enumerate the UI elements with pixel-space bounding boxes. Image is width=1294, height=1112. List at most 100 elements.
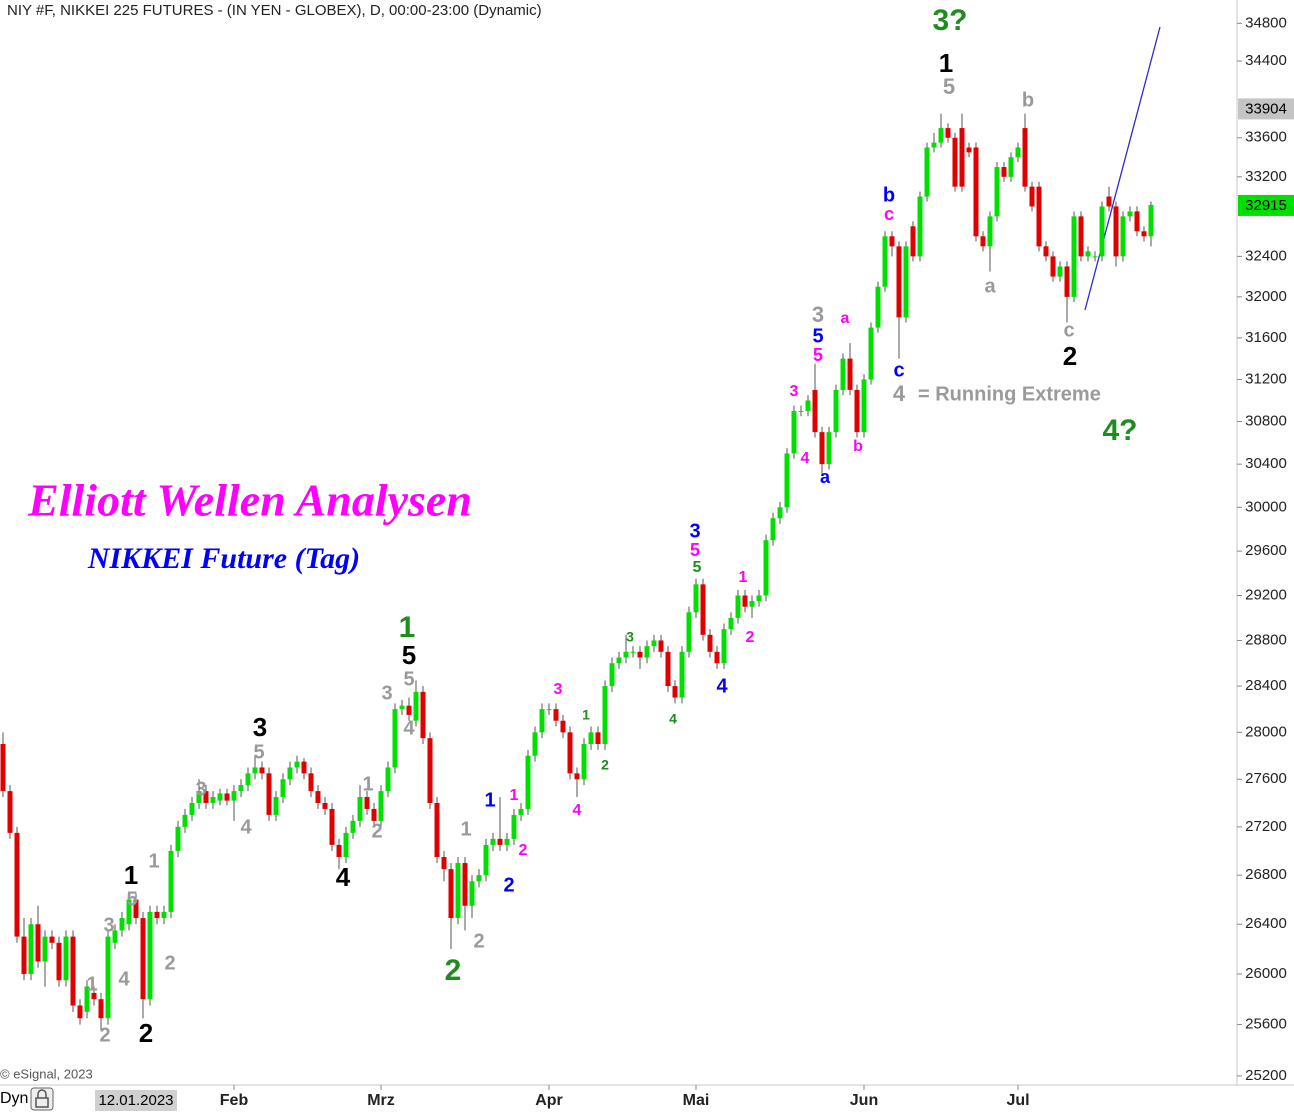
y-tick-label: 27600 — [1245, 770, 1287, 787]
wave-label: a — [820, 467, 831, 487]
candle-body — [287, 767, 293, 780]
candle-body — [679, 651, 685, 698]
candle-body — [175, 826, 181, 851]
wave-label: 4 — [336, 862, 351, 892]
candle-body — [420, 691, 426, 739]
candle-body — [707, 634, 713, 652]
x-tick-label: Jul — [1006, 1092, 1029, 1109]
candle-body — [119, 918, 125, 931]
y-tick-label: 26400 — [1245, 915, 1287, 932]
y-tick-label: 30400 — [1245, 455, 1287, 472]
cursor-date-box — [95, 1090, 177, 1111]
high-marker-box — [1238, 98, 1294, 120]
candle-body — [434, 802, 440, 857]
y-tick-label: 33600 — [1245, 129, 1287, 146]
candle-body — [343, 832, 349, 857]
candle-body — [1134, 211, 1140, 232]
candle-body — [945, 128, 951, 138]
candle-body — [686, 612, 692, 652]
candle-body — [77, 1005, 83, 1019]
wave-label: a — [984, 275, 996, 297]
candle-body — [651, 640, 657, 647]
candle-body — [1022, 128, 1028, 187]
candle-body — [238, 785, 244, 792]
wave-label: 1 — [484, 789, 495, 811]
candle-body — [777, 507, 783, 519]
wave-label: 2 — [1063, 341, 1077, 371]
candle-body — [105, 936, 111, 1019]
candle-body — [196, 791, 202, 803]
wave-label: b — [883, 184, 895, 206]
cursor-date: 12.01.2023 — [98, 1092, 173, 1109]
y-tick-label: 31600 — [1245, 329, 1287, 346]
candle-body — [1015, 147, 1021, 158]
wave-label: 1 — [362, 773, 373, 795]
candle-body — [63, 936, 69, 981]
candle-body — [1127, 211, 1133, 217]
candle-body — [14, 832, 20, 937]
copyright: © eSignal, 2023 — [0, 1066, 93, 1081]
candle-body — [637, 651, 643, 658]
candle-body — [364, 797, 370, 809]
candle-body — [1106, 196, 1112, 207]
candle-body — [7, 791, 13, 833]
candle-body — [1064, 266, 1070, 297]
wave-label: 5 — [690, 540, 700, 560]
wave-label: 1 — [939, 48, 953, 78]
wave-label: b — [1022, 89, 1034, 111]
chart-title: NIY #F, NIKKEI 225 FUTURES - (IN YEN - G… — [7, 2, 542, 19]
trend-line — [1084, 26, 1161, 311]
wave-label: 2 — [371, 820, 382, 842]
y-tick-label: 32000 — [1245, 288, 1287, 305]
candle-body — [378, 791, 384, 821]
candle-body — [805, 400, 811, 411]
candle-body — [189, 802, 195, 815]
candle-body — [882, 236, 888, 287]
candle-body — [217, 793, 223, 801]
candle-body — [490, 838, 496, 845]
candle-body — [749, 601, 755, 607]
lock-icon[interactable] — [30, 1087, 54, 1111]
candle-body — [1113, 206, 1119, 257]
wave-label: 4 — [893, 381, 906, 406]
candle-body — [357, 797, 363, 821]
wave-label: = Running Extreme — [918, 383, 1101, 405]
candle-body — [406, 705, 412, 715]
high-marker: 33904 — [1245, 100, 1287, 117]
y-tick-label: 28400 — [1245, 677, 1287, 694]
candle-body — [448, 869, 454, 919]
candle-body — [427, 738, 433, 803]
candle-body — [616, 657, 622, 664]
candle-body — [917, 196, 923, 257]
candle-body — [1043, 246, 1049, 257]
candle-body — [721, 629, 727, 664]
candle-body — [1099, 206, 1105, 257]
candle-body — [21, 936, 27, 975]
candle-body — [203, 791, 209, 803]
candle-body — [245, 773, 251, 786]
candle-body — [924, 147, 930, 197]
candle-body — [1057, 266, 1063, 277]
wave-label: 5 — [812, 325, 823, 347]
candle-body — [595, 732, 601, 745]
candle-body — [952, 137, 958, 187]
y-tick-label: 30800 — [1245, 412, 1287, 429]
candle-body — [896, 246, 902, 318]
y-tick-label: 26000 — [1245, 965, 1287, 982]
candle-body — [742, 595, 748, 607]
candle-body — [756, 595, 762, 602]
candle-body — [861, 379, 867, 433]
candle-body — [84, 986, 90, 1012]
wave-label: 5 — [693, 559, 702, 576]
candle-body — [994, 167, 1000, 217]
candle-body — [259, 767, 265, 774]
wave-label: 3 — [195, 778, 206, 800]
candle-body — [336, 844, 342, 857]
candle-body — [532, 732, 538, 756]
candle-body — [826, 432, 832, 465]
candle-body — [518, 808, 524, 815]
wave-label: 1 — [739, 569, 748, 586]
candle-body — [168, 850, 174, 912]
candle-body — [413, 691, 419, 721]
overlay-subtitle: NIKKEI Future (Tag) — [87, 542, 360, 575]
